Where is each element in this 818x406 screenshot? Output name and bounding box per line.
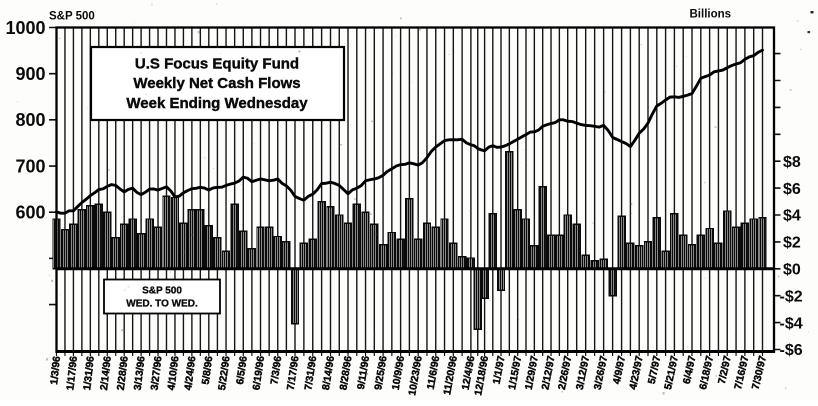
svg-text:3/27/96: 3/27/96 [150,355,165,391]
svg-text:$4: $4 [783,208,801,225]
svg-text:1/1/97: 1/1/97 [492,355,508,385]
svg-text:2/14/96: 2/14/96 [99,355,114,391]
svg-text:2/28/96: 2/28/96 [116,355,131,391]
svg-text:700: 700 [15,156,45,176]
svg-text:Billions: Billions [690,9,732,21]
svg-text:6/5/96: 6/5/96 [235,355,250,385]
svg-text:S&P 500: S&P 500 [49,11,95,23]
svg-text:800: 800 [15,110,45,130]
svg-text:9/25/96: 9/25/96 [373,355,389,391]
svg-text:8/14/96: 8/14/96 [321,355,337,391]
svg-text:1/3/96: 1/3/96 [49,355,63,385]
svg-text:1/17/96: 1/17/96 [65,355,80,391]
svg-text:7/31/96: 7/31/96 [303,355,319,391]
svg-text:$0: $0 [783,262,801,279]
svg-text:$2: $2 [783,235,801,252]
svg-text:8/28/96: 8/28/96 [338,355,354,391]
svg-text:4/10/96: 4/10/96 [166,355,181,391]
svg-text:7/3/96: 7/3/96 [269,355,284,385]
svg-text:-$4: -$4 [780,315,803,332]
svg-text:5/22/96: 5/22/96 [217,355,233,391]
svg-text:1/31/96: 1/31/96 [82,355,97,391]
svg-text:$6: $6 [783,181,801,198]
svg-text:Weekly Net Cash Flows: Weekly Net Cash Flows [133,75,300,92]
svg-text:U.S Focus Equity Fund: U.S Focus Equity Fund [135,56,299,73]
svg-text:-$6: -$6 [780,342,803,359]
svg-text:7/17/96: 7/17/96 [286,355,302,391]
svg-text:$8: $8 [783,154,801,171]
svg-text:-$2: -$2 [780,288,803,305]
svg-text:WED. TO WED.: WED. TO WED. [126,299,198,310]
svg-text:3/13/96: 3/13/96 [133,355,148,391]
svg-text:1000: 1000 [5,18,45,38]
svg-text:6/19/96: 6/19/96 [251,355,267,391]
svg-text:4/24/96: 4/24/96 [183,355,198,391]
svg-text:S&P 500: S&P 500 [142,286,182,297]
svg-text:5/8/96: 5/8/96 [201,355,216,385]
svg-text:Week Ending Wednesday: Week Ending Wednesday [126,95,308,112]
svg-text:600: 600 [15,203,45,223]
svg-text:900: 900 [15,64,45,84]
